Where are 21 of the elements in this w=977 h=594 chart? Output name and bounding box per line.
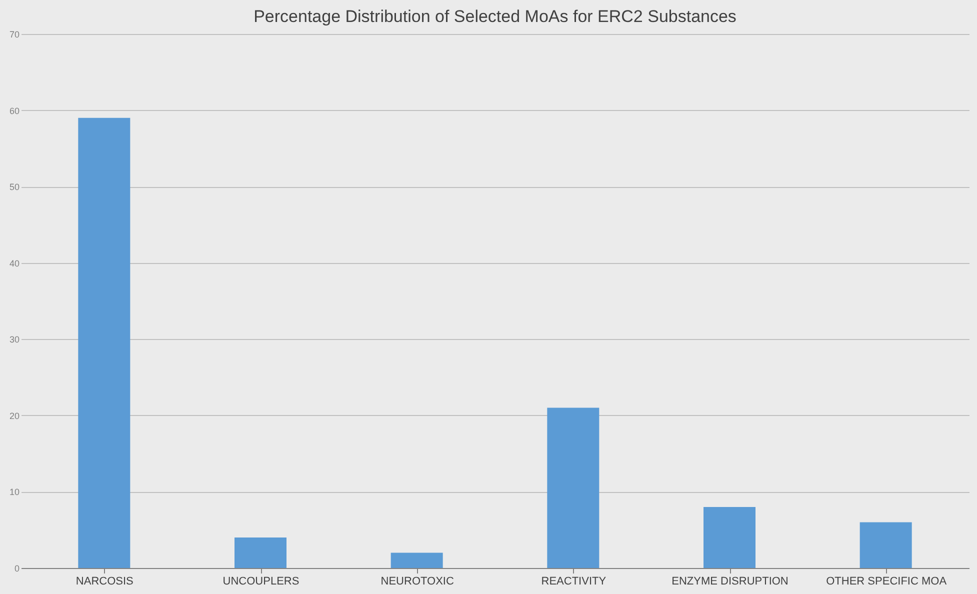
y-tick-label: 20 — [9, 410, 20, 421]
y-tick-label: 40 — [9, 258, 20, 268]
bar — [234, 537, 286, 568]
y-tick-label: 50 — [9, 182, 20, 192]
bar — [860, 522, 912, 568]
y-tick-label: 0 — [14, 564, 20, 574]
bar — [78, 118, 130, 568]
x-tick-label: NARCOSIS — [76, 576, 134, 588]
y-tick-label: 10 — [9, 487, 20, 498]
x-tick-label: UNCOUPLERS — [222, 576, 300, 588]
x-tick-label: ENZYME DISRUPTION — [672, 576, 788, 588]
bar — [390, 552, 443, 568]
y-tick-label: 70 — [9, 30, 20, 40]
x-tick-label: REACTIVITY — [541, 576, 607, 588]
x-tick-label: OTHER SPECIFIC MOA — [826, 576, 948, 588]
x-tick-label: NEUROTOXIC — [380, 576, 454, 588]
bar — [547, 408, 600, 568]
y-tick-label: 60 — [9, 106, 20, 116]
bar — [704, 506, 756, 568]
chart-title: Percentage Distribution of Selected MoAs for ERC2 Substances — [254, 7, 736, 26]
y-tick-label: 30 — [9, 334, 20, 345]
